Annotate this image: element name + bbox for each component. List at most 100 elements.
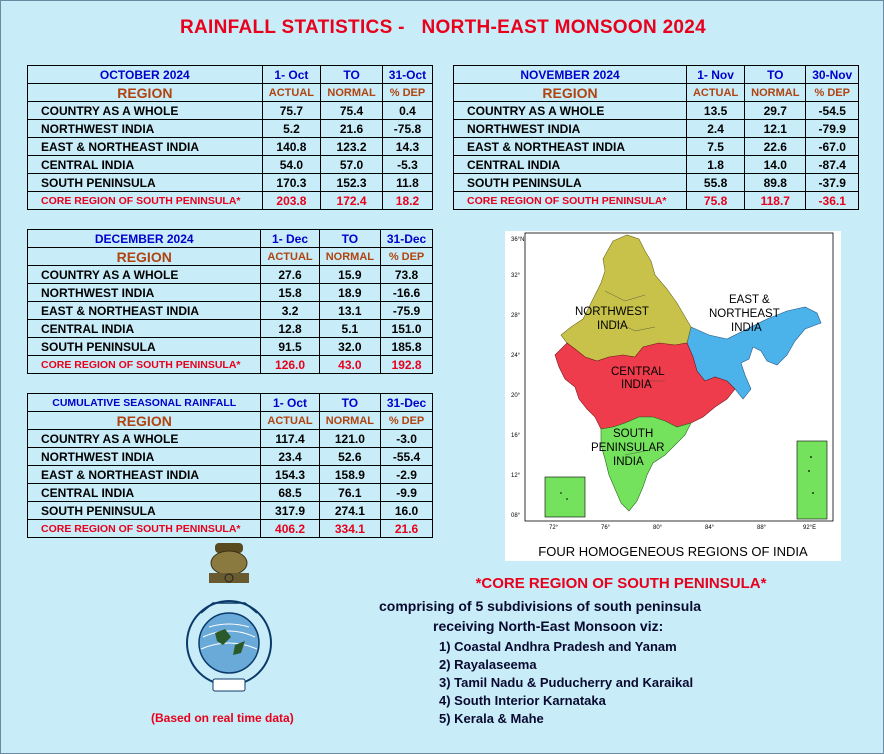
dep-value: -55.4	[380, 447, 433, 466]
core-region-heading: *CORE REGION OF SOUTH PENINSULA*	[475, 575, 767, 592]
actual-value: 68.5	[260, 483, 320, 502]
table-row: CENTRAL INDIA 54.0 57.0 -5.3	[27, 155, 434, 174]
normal-header: NORMAL	[320, 83, 383, 102]
actual-header: ACTUAL	[261, 83, 322, 102]
region-name: CENTRAL INDIA	[26, 319, 262, 338]
lon-tick: 80°	[653, 525, 663, 531]
to-label: TO	[744, 65, 807, 84]
table-row: SOUTH PENINSULA 55.8 89.8 -37.9	[452, 173, 859, 192]
normal-value: 32.0	[318, 337, 382, 356]
normal-value: 12.1	[744, 119, 807, 138]
lat-tick: 36°N	[511, 237, 524, 243]
table-header-row: NOVEMBER 2024 1- Nov TO 30-Nov	[452, 65, 859, 84]
dep-header: % DEP	[381, 83, 434, 102]
lakshadweep-inset	[544, 476, 586, 518]
actual-header: ACTUAL	[686, 83, 746, 102]
actual-value: 15.8	[260, 283, 320, 302]
actual-header: ACTUAL	[260, 411, 320, 430]
table-row: CENTRAL INDIA 1.8 14.0 -87.4	[452, 155, 859, 174]
dep-value: -79.9	[805, 119, 859, 138]
central-label: INDIA	[621, 379, 652, 391]
actual-value: 75.7	[261, 101, 322, 120]
region-name: CORE REGION OF SOUTH PENINSULA*	[452, 191, 688, 210]
lon-tick: 72°	[549, 525, 559, 531]
island-dot	[808, 470, 810, 472]
table-header-row: CUMULATIVE SEASONAL RAINFALL 1- Oct TO 3…	[26, 393, 433, 412]
page-title: RAINFALL STATISTICS - NORTH-EAST MONSOON…	[179, 17, 707, 38]
table-row: COUNTRY AS A WHOLE 75.7 75.4 0.4	[27, 101, 434, 120]
october-table: OCTOBER 2024 1- Oct TO 31-Oct REGION ACT…	[27, 65, 434, 210]
dep-value: -2.9	[380, 465, 433, 484]
core-region-row: CORE REGION OF SOUTH PENINSULA* 75.8 118.7…	[452, 191, 859, 210]
central-region	[554, 342, 736, 430]
region-header: REGION	[26, 411, 262, 430]
region-header: REGION	[27, 83, 263, 102]
lat-tick: 12°	[511, 473, 521, 479]
dep-header: % DEP	[805, 83, 859, 102]
dep-value: -87.4	[805, 155, 859, 174]
region-name: CORE REGION OF SOUTH PENINSULA*	[26, 519, 262, 538]
core-description-line1: comprising of 5 subdivisions of south pe…	[379, 598, 702, 614]
dep-value: 73.8	[380, 265, 433, 284]
region-name: NORTHWEST INDIA	[26, 447, 262, 466]
actual-value: 5.2	[261, 119, 322, 138]
lat-tick: 32°	[511, 273, 521, 279]
period-label: NOVEMBER 2024	[452, 65, 688, 84]
region-name: CENTRAL INDIA	[27, 155, 263, 174]
subdivision-item: 2) Rayalaseema	[439, 657, 537, 672]
regions-map: 36°N 32° 28° 24° 20° 16° 12° 08° 72° 76°…	[505, 231, 841, 561]
table-row: NORTHWEST INDIA 5.2 21.6 -75.8	[27, 119, 434, 138]
lion-head-icon	[215, 543, 243, 553]
central-label: CENTRAL	[611, 366, 665, 378]
actual-value: 2.4	[686, 119, 746, 138]
actual-value: 54.0	[261, 155, 322, 174]
table-row: NORTHWEST INDIA 15.8 18.9 -16.6	[26, 283, 433, 302]
actual-value: 406.2	[260, 519, 320, 538]
table-row: NORTHWEST INDIA 23.4 52.6 -55.4	[26, 447, 433, 466]
south-label: SOUTH	[613, 428, 653, 440]
region-name: SOUTH PENINSULA	[26, 337, 262, 356]
lon-tick: 76°	[601, 525, 611, 531]
dep-value: 185.8	[380, 337, 433, 356]
normal-value: 14.0	[744, 155, 807, 174]
table-row: COUNTRY AS A WHOLE 117.4 121.0 -3.0	[26, 429, 433, 448]
dep-value: -16.6	[380, 283, 433, 302]
december-table: DECEMBER 2024 1- Dec TO 31-Dec REGION AC…	[26, 229, 433, 374]
state-boundaries	[604, 290, 665, 456]
subdivision-item: 4) South Interior Karnataka	[439, 693, 606, 708]
actual-value: 140.8	[261, 137, 322, 156]
dep-value: 14.3	[381, 137, 434, 156]
footnote: (Based on real time data)	[151, 711, 294, 725]
to-label: TO	[318, 229, 382, 248]
normal-value: 89.8	[744, 173, 807, 192]
northwest-label: NORTHWEST	[575, 306, 649, 318]
imd-logo-icon	[186, 543, 272, 692]
from-date: 1- Oct	[260, 393, 320, 412]
dep-value: -75.9	[380, 301, 433, 320]
actual-header: ACTUAL	[260, 247, 320, 266]
actual-value: 75.8	[686, 191, 746, 210]
normal-value: 52.6	[318, 447, 382, 466]
normal-value: 15.9	[318, 265, 382, 284]
region-name: EAST & NORTHEAST INDIA	[452, 137, 688, 156]
normal-value: 29.7	[744, 101, 807, 120]
normal-value: 5.1	[318, 319, 382, 338]
dep-header: % DEP	[380, 247, 433, 266]
south-label: INDIA	[613, 456, 644, 468]
lon-tick: 92°E	[803, 525, 816, 531]
region-header: REGION	[452, 83, 688, 102]
table-header-row: OCTOBER 2024 1- Oct TO 31-Oct	[27, 65, 434, 84]
dep-value: -54.5	[805, 101, 859, 120]
normal-value: 118.7	[744, 191, 807, 210]
end-date: 31-Dec	[380, 393, 433, 412]
from-date: 1- Dec	[260, 229, 320, 248]
actual-value: 91.5	[260, 337, 320, 356]
actual-value: 117.4	[260, 429, 320, 448]
dep-value: 192.8	[380, 355, 433, 374]
to-label: TO	[318, 393, 382, 412]
actual-value: 317.9	[260, 501, 320, 520]
emblem-banner	[212, 678, 246, 692]
northeast-label: NORTHEAST	[709, 308, 780, 320]
dep-value: -36.1	[805, 191, 859, 210]
dep-value: -75.8	[381, 119, 434, 138]
